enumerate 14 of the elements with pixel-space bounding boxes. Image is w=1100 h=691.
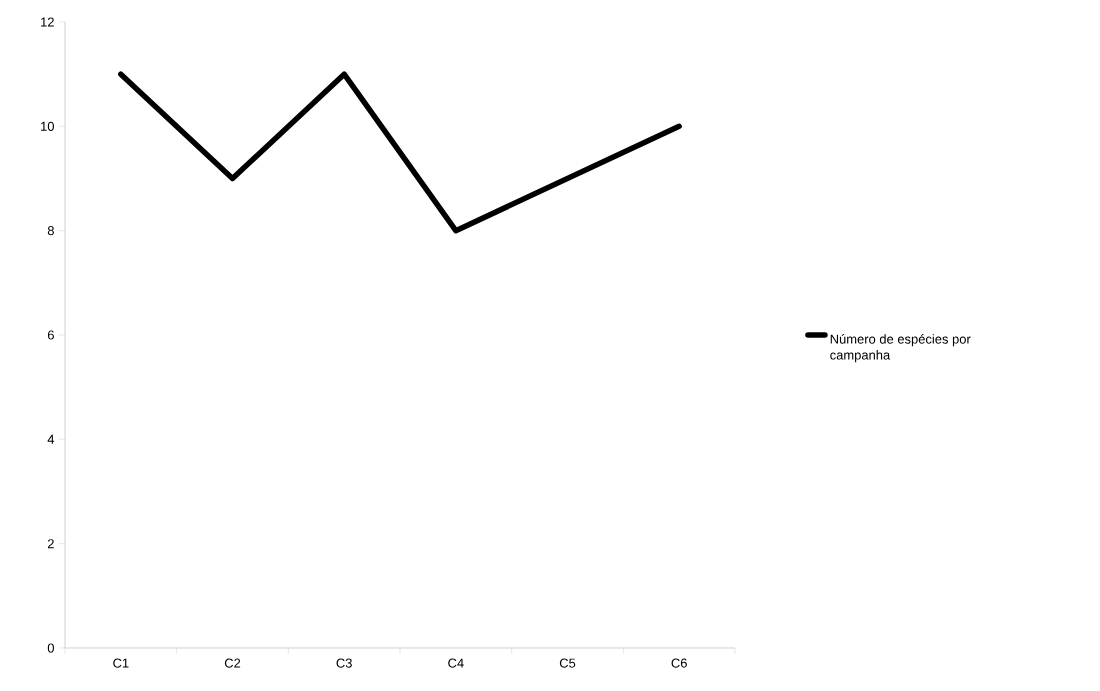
x-tick-label: C2 (224, 658, 241, 668)
x-tick-label: C6 (671, 658, 687, 668)
y-tick-label: 8 (47, 226, 54, 236)
x-tick-label: C1 (113, 658, 129, 668)
y-tick-label: 4 (47, 434, 55, 444)
legend-label: Número de espécies por campanha (830, 334, 971, 363)
y-tick-label: 10 (41, 121, 54, 131)
y-tick-label: 2 (47, 539, 54, 549)
x-tick-label: C5 (559, 658, 576, 668)
y-tick-label: 6 (47, 330, 54, 340)
x-tick-label: C3 (336, 658, 352, 668)
y-tick-label: 0 (47, 643, 54, 653)
y-tick-label: 12 (41, 17, 54, 27)
x-tick-label: C4 (448, 658, 464, 668)
